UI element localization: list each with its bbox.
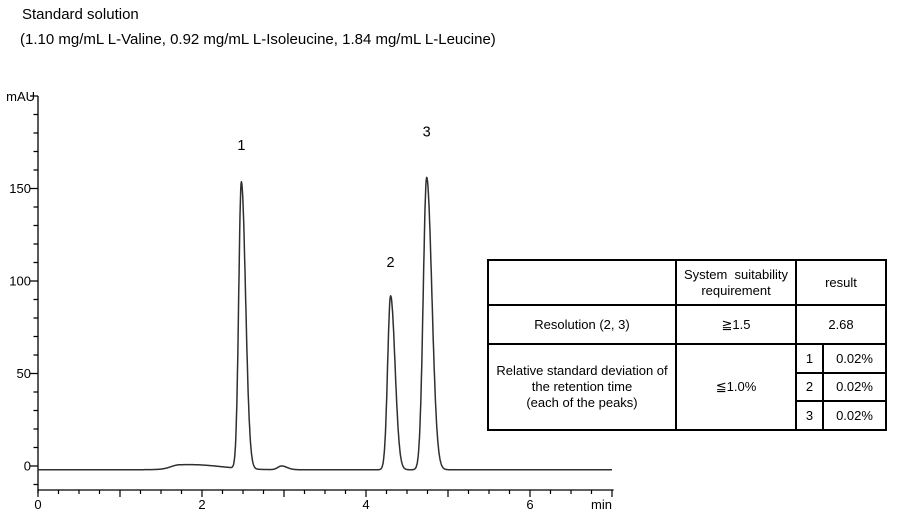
resolution-result: 2.68	[795, 304, 887, 345]
x-axis-unit-label: min	[591, 497, 612, 512]
peak-label-2: 2	[387, 255, 395, 271]
x-axis-ticks	[37, 490, 613, 497]
rsd-row-3: 3 0.02%	[488, 400, 887, 431]
rsd-row-2: 2 0.02%	[488, 372, 887, 402]
y-tick-label: 100	[9, 274, 31, 289]
y-axis-unit-label: mAU	[6, 89, 35, 104]
y-tick-label: 50	[17, 366, 31, 381]
rsd-peak-value: 0.02%	[822, 400, 887, 431]
x-tick-label: 2	[198, 497, 205, 512]
rsd-peak-value: 0.02%	[822, 372, 887, 402]
system-suitability-table: System suitability requirement result Re…	[487, 259, 887, 431]
rsd-peak-number: 2	[795, 372, 824, 402]
rsd-row-1: Relative standard deviation of the reten…	[487, 343, 887, 431]
resolution-requirement: ≧1.5	[675, 304, 797, 345]
table-header-row: System suitability requirement result	[487, 259, 887, 306]
figure-subtitle: (1.10 mg/mL L-Valine, 0.92 mg/mL L-Isole…	[20, 31, 496, 48]
y-axis-ticks	[30, 95, 38, 486]
y-tick-label: 150	[9, 181, 31, 196]
chromatogram-trace	[37, 176, 613, 471]
y-tick-label: 0	[24, 459, 31, 474]
peak-label-3: 3	[423, 124, 431, 140]
rsd-peak-value: 0.02%	[822, 343, 887, 374]
x-tick-label: 4	[362, 497, 369, 512]
rsd-requirement: ≦1.0%	[675, 343, 797, 431]
rsd-label: Relative standard deviation of the reten…	[487, 343, 677, 431]
x-tick-label: 0	[34, 497, 41, 512]
rsd-peak-number: 3	[795, 400, 824, 431]
rsd-peak-number: 1	[795, 343, 824, 374]
header-result-cell: result	[795, 259, 887, 306]
axes-lines	[37, 96, 614, 493]
peak-label-1: 1	[237, 138, 245, 154]
resolution-label: Resolution (2, 3)	[487, 304, 677, 345]
header-requirement-cell: System suitability requirement	[675, 259, 797, 306]
resolution-row: Resolution (2, 3) ≧1.5 2.68	[487, 304, 887, 345]
header-criterion-cell	[487, 259, 677, 306]
x-tick-label: 6	[526, 497, 533, 512]
figure-title: Standard solution	[22, 6, 139, 23]
